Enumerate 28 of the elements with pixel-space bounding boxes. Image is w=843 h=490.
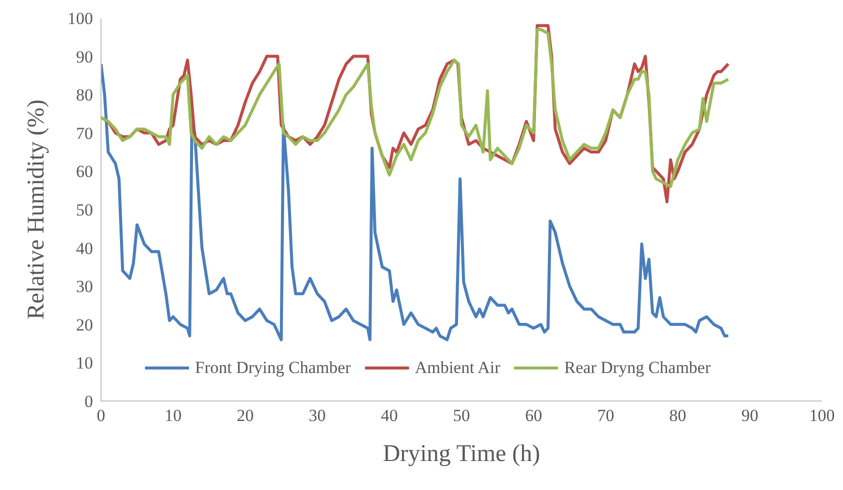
y-tick-label: 40 bbox=[76, 238, 93, 258]
y-tick-label: 20 bbox=[76, 315, 93, 334]
y-tick-label: 60 bbox=[76, 162, 93, 182]
y-tick-label: 0 bbox=[84, 392, 93, 412]
y-tick-label: 30 bbox=[76, 277, 93, 296]
legend-label: Ambient Air bbox=[414, 358, 500, 378]
y-tick-label: 70 bbox=[76, 124, 93, 143]
x-axis-title: Drying Time (h) bbox=[382, 441, 540, 467]
y-tick-label: 10 bbox=[76, 354, 93, 373]
x-tick-label: 10 bbox=[164, 406, 182, 426]
x-tick-label: 30 bbox=[308, 406, 326, 426]
y-tick-label: 90 bbox=[76, 47, 93, 66]
x-tick-label: 60 bbox=[525, 406, 542, 426]
x-tick-label: 20 bbox=[236, 406, 254, 426]
x-tick-label: 80 bbox=[669, 406, 686, 426]
x-tick-label: 50 bbox=[453, 406, 470, 426]
line-series bbox=[101, 62, 730, 342]
y-tick-label: 100 bbox=[68, 9, 93, 28]
y-tick-label: 80 bbox=[76, 86, 93, 105]
y-tick-label: 50 bbox=[76, 200, 93, 220]
y-axis-title: Relative Humidity (%) bbox=[24, 100, 50, 320]
x-tick-label: 100 bbox=[809, 406, 835, 426]
x-tick-label: 40 bbox=[380, 406, 398, 426]
legend-label: Rear Dryng Chamber bbox=[564, 358, 711, 378]
x-tick-label: 70 bbox=[597, 406, 614, 426]
x-tick-label: 90 bbox=[741, 406, 758, 426]
x-tick-label: 0 bbox=[96, 406, 106, 426]
legend-label: Front Drying Chamber bbox=[195, 358, 351, 378]
